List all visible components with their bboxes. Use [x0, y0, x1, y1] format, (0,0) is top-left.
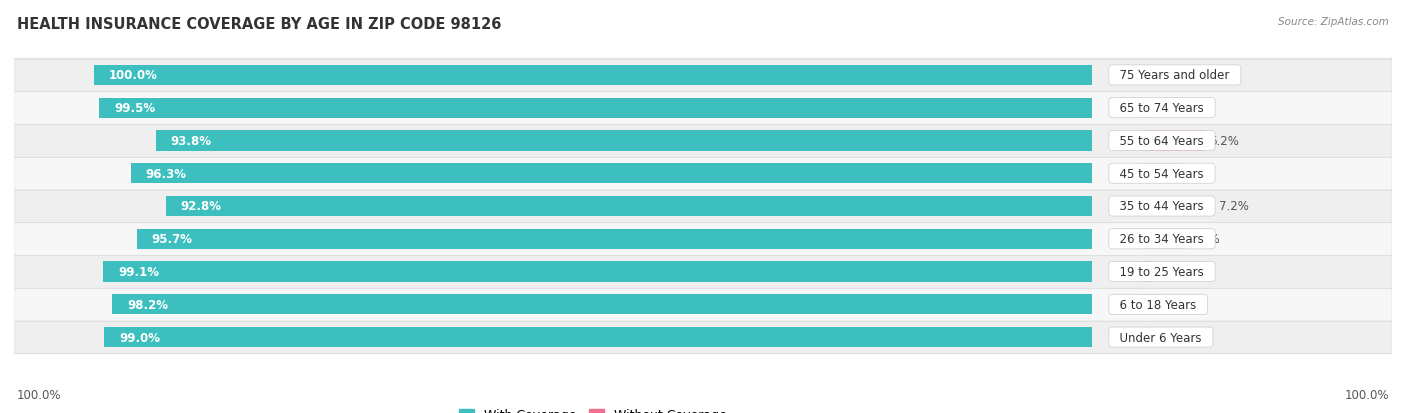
Text: Under 6 Years: Under 6 Years: [1112, 331, 1209, 344]
Legend: With Coverage, Without Coverage: With Coverage, Without Coverage: [454, 404, 731, 413]
FancyBboxPatch shape: [14, 157, 1392, 190]
Bar: [104, 327, 1092, 347]
FancyBboxPatch shape: [14, 124, 1392, 158]
Text: 1.8%: 1.8%: [1166, 298, 1195, 311]
Text: 96.3%: 96.3%: [146, 167, 187, 180]
Bar: [131, 164, 1092, 184]
Text: 55 to 64 Years: 55 to 64 Years: [1112, 135, 1212, 147]
Bar: [136, 229, 1092, 249]
Text: 3.7%: 3.7%: [1184, 167, 1213, 180]
FancyBboxPatch shape: [14, 255, 1392, 289]
Text: 100.0%: 100.0%: [1344, 388, 1389, 401]
FancyBboxPatch shape: [14, 223, 1392, 256]
Bar: [1142, 229, 1185, 249]
Text: 45 to 54 Years: 45 to 54 Years: [1112, 167, 1212, 180]
Text: 65 to 74 Years: 65 to 74 Years: [1112, 102, 1212, 115]
Bar: [1142, 131, 1204, 151]
Bar: [1142, 294, 1160, 315]
FancyBboxPatch shape: [14, 59, 1392, 93]
Bar: [1142, 196, 1215, 217]
Bar: [166, 196, 1092, 217]
Text: 99.5%: 99.5%: [114, 102, 155, 115]
FancyBboxPatch shape: [14, 320, 1392, 354]
Text: 0.93%: 0.93%: [1157, 266, 1194, 278]
Text: 100.0%: 100.0%: [108, 69, 157, 82]
Text: 99.1%: 99.1%: [118, 266, 159, 278]
Text: 6 to 18 Years: 6 to 18 Years: [1112, 298, 1204, 311]
Bar: [94, 66, 1092, 86]
Bar: [1142, 262, 1152, 282]
Text: 0.0%: 0.0%: [1147, 69, 1177, 82]
Text: 98.2%: 98.2%: [127, 298, 167, 311]
Text: 35 to 44 Years: 35 to 44 Years: [1112, 200, 1212, 213]
Text: 19 to 25 Years: 19 to 25 Years: [1112, 266, 1212, 278]
Text: 6.2%: 6.2%: [1209, 135, 1239, 147]
Text: 100.0%: 100.0%: [17, 388, 62, 401]
Text: 0.48%: 0.48%: [1152, 102, 1189, 115]
Bar: [1142, 98, 1147, 119]
Text: Source: ZipAtlas.com: Source: ZipAtlas.com: [1278, 17, 1389, 26]
Text: HEALTH INSURANCE COVERAGE BY AGE IN ZIP CODE 98126: HEALTH INSURANCE COVERAGE BY AGE IN ZIP …: [17, 17, 502, 31]
Text: 99.0%: 99.0%: [120, 331, 160, 344]
Bar: [112, 294, 1092, 315]
Text: 1.0%: 1.0%: [1157, 331, 1187, 344]
FancyBboxPatch shape: [14, 92, 1392, 125]
Text: 7.2%: 7.2%: [1219, 200, 1249, 213]
Text: 92.8%: 92.8%: [181, 200, 222, 213]
Text: 93.8%: 93.8%: [170, 135, 212, 147]
Text: 95.7%: 95.7%: [152, 233, 193, 246]
FancyBboxPatch shape: [14, 288, 1392, 321]
Bar: [1142, 164, 1180, 184]
Text: 26 to 34 Years: 26 to 34 Years: [1112, 233, 1212, 246]
Bar: [1142, 327, 1153, 347]
Text: 75 Years and older: 75 Years and older: [1112, 69, 1237, 82]
FancyBboxPatch shape: [14, 190, 1392, 223]
Bar: [103, 262, 1092, 282]
Bar: [98, 98, 1092, 119]
Bar: [156, 131, 1092, 151]
Text: 4.3%: 4.3%: [1191, 233, 1220, 246]
